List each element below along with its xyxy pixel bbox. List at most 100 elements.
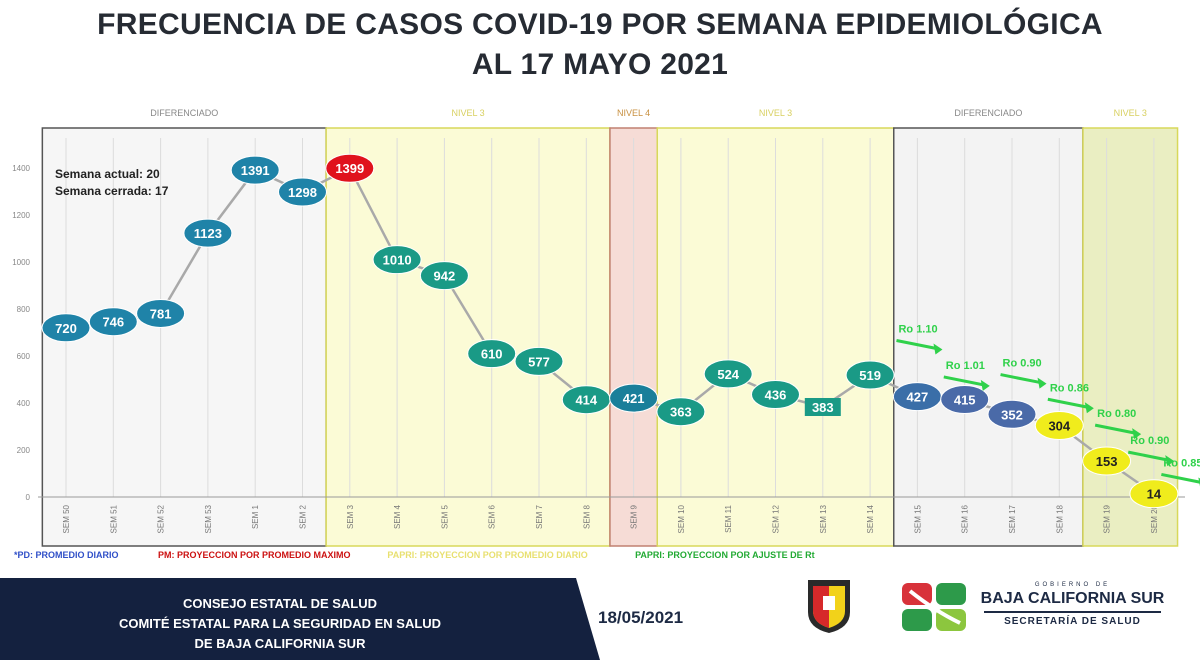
- covid-weekly-cases-chart: DIFERENCIADO NIVEL 3 NIVEL 4 NIVEL 3 DIFEREN…: [12, 108, 1200, 560]
- x-tick-label: SEM 1: [251, 504, 260, 529]
- gov-secretaria-label: SECRETARÍA DE SALUD: [1004, 616, 1141, 627]
- data-point: [804, 397, 841, 416]
- x-tick-label: SEM 19: [1103, 504, 1112, 533]
- phase-band-4: [893, 127, 1084, 547]
- ro-label: Ro 1.01: [946, 360, 985, 372]
- data-point: [1082, 446, 1132, 476]
- ro-arrow-head: [1165, 455, 1175, 467]
- chart-title-line-2: AL 17 MAYO 2021: [471, 48, 729, 81]
- data-label: 720: [55, 321, 77, 336]
- ro-label: Ro 0.85: [1163, 457, 1200, 469]
- ro-label: Ro 0.90: [1130, 435, 1169, 447]
- phase-label-0: DIFERENCIADO: [150, 108, 218, 118]
- x-tick-label: SEM 50: [62, 504, 71, 533]
- gov-small-label: GOBIERNO DE: [1034, 582, 1111, 588]
- footer-council-banner: CONSEJO ESTATAL DE SALUD COMITÉ ESTATAL …: [0, 578, 600, 660]
- ro-label: Ro 0.90: [1003, 358, 1042, 370]
- x-tick-label: SEM 5: [440, 504, 449, 529]
- phase-label-4: DIFERENCIADO: [954, 108, 1022, 118]
- government-logo: GOBIERNO DE BAJA CALIFORNIA SUR SECRETAR…: [980, 582, 1165, 627]
- data-point: [88, 307, 138, 337]
- x-tick-label: SEM 11: [724, 504, 733, 532]
- legend-item: PAPRI: PROYECCION POR AJUSTE DE Rt: [635, 550, 815, 560]
- data-point: [136, 298, 186, 328]
- x-tick-label: SEM 53: [204, 504, 213, 533]
- data-label: 577: [528, 354, 550, 369]
- ro-arrow-head: [1037, 377, 1047, 389]
- data-point: [656, 397, 706, 427]
- data-point: [1129, 479, 1179, 509]
- data-point: [940, 384, 990, 414]
- x-tick-label: SEM 15: [913, 504, 922, 533]
- report-date: 18/05/2021: [598, 608, 684, 627]
- annotation-text: Semana actual: 20: [55, 167, 160, 181]
- data-label: 421: [623, 391, 645, 406]
- data-label: 1123: [194, 226, 222, 241]
- y-tick-label: 200: [17, 446, 31, 455]
- data-point: [987, 399, 1037, 429]
- data-point: [183, 218, 233, 248]
- phase-label-1: NIVEL 3: [451, 108, 484, 118]
- data-label: 746: [102, 315, 124, 330]
- ro-arrow: [1161, 472, 1200, 484]
- data-point: [467, 339, 517, 369]
- data-point: [278, 177, 327, 207]
- x-tick-label: SEM 12: [772, 504, 781, 533]
- data-point: [703, 359, 753, 389]
- ro-arrow: [1094, 423, 1136, 435]
- footer-council-name: CONSEJO ESTATAL DE SALUD: [182, 596, 378, 611]
- x-tick-label: SEM 2: [299, 504, 308, 529]
- gov-state-name: BAJA CALIFORNIA SUR: [980, 590, 1165, 607]
- x-tick-label: SEM 17: [1008, 504, 1017, 533]
- x-tick-label: SEM 3: [346, 504, 355, 529]
- data-point: [514, 346, 564, 376]
- y-tick-label: 1400: [12, 164, 30, 173]
- data-point: [325, 153, 375, 183]
- x-tick-label: SEM 9: [630, 504, 639, 529]
- data-label: 436: [765, 388, 787, 403]
- data-label: 427: [907, 390, 929, 405]
- data-point: [372, 245, 422, 275]
- data-label: 153: [1096, 454, 1118, 469]
- phase-label-3: NIVEL 3: [759, 108, 792, 118]
- y-tick-label: 600: [17, 352, 31, 361]
- y-tick-label: 1000: [12, 258, 30, 267]
- ro-label: Ro 0.80: [1097, 408, 1136, 420]
- footer-committee-name: COMITÉ ESTATAL PARA LA SEGURIDAD EN SALU…: [118, 616, 442, 631]
- state-seal-icon: [808, 580, 850, 633]
- data-point: [230, 155, 280, 185]
- ro-label: Ro 0.86: [1050, 382, 1089, 394]
- data-label: 1298: [288, 185, 317, 200]
- phase-label-2: NIVEL 4: [617, 108, 650, 118]
- ro-arrow: [896, 339, 937, 350]
- x-tick-label: SEM 4: [393, 504, 402, 529]
- ro-arrow: [1000, 373, 1041, 385]
- data-label: 1010: [383, 253, 412, 268]
- ro-arrow: [943, 375, 985, 387]
- data-label: 610: [481, 347, 503, 362]
- ro-arrow: [1127, 450, 1169, 462]
- legend-item: *PD: PROMEDIO DIARIO: [14, 550, 119, 560]
- data-point: [609, 383, 659, 413]
- y-tick-label: 800: [17, 305, 31, 314]
- x-tick-label: SEM 14: [866, 504, 875, 533]
- data-label: 352: [1001, 407, 1023, 422]
- data-label: 942: [434, 269, 456, 284]
- data-label: 414: [575, 393, 597, 408]
- y-tick-label: 400: [17, 399, 31, 408]
- data-point: [419, 261, 469, 291]
- phase-band-1: [325, 127, 611, 547]
- x-tick-label: SEM 7: [535, 504, 544, 529]
- x-tick-label: SEM 10: [677, 504, 686, 533]
- secretaria-salud-logo-icon: [902, 583, 966, 631]
- x-tick-label: SEM 51: [109, 504, 118, 533]
- ro-arrow-head: [980, 379, 990, 391]
- x-tick-label: SEM 6: [488, 504, 497, 529]
- data-label: 14: [1147, 487, 1162, 502]
- data-label: 781: [150, 306, 172, 321]
- x-tick-label: SEM 18: [1055, 504, 1064, 533]
- phase-label-5: NIVEL 3: [1114, 108, 1147, 118]
- data-point: [41, 313, 91, 343]
- phase-band-0: [41, 127, 327, 547]
- x-tick-label: SEM 16: [961, 504, 970, 533]
